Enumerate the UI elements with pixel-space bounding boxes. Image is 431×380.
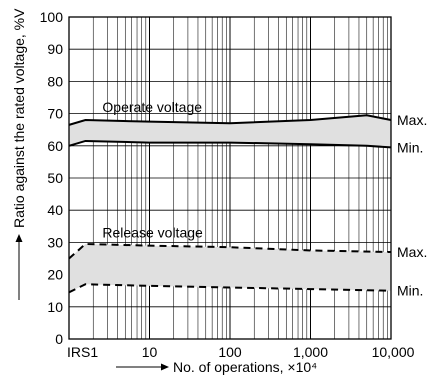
x-axis-label: No. of operations, ×10⁴ [173,359,317,375]
y-tick-label: 20 [47,267,63,283]
series-label-operate-min: Min. [397,139,423,155]
x-tick-labels: IRS1 10 100 1,000 10,000 [67,344,415,360]
x-axis-arrowhead [161,363,169,371]
y-tick-label: 60 [47,138,63,154]
y-tick-label: 80 [47,73,63,89]
y-axis-arrowhead [15,234,23,242]
y-tick-label: 30 [47,234,63,250]
series-lines [68,114,392,294]
y-axis-label-group: Ratio against the rated voltage, %V [11,8,27,228]
grid [69,17,391,339]
y-tick-label: 70 [47,106,63,122]
series-label-release-min: Min. [397,283,423,299]
series-labels: Max. Min. Max. Min. [397,112,427,299]
series-label-operate-max: Max. [397,112,427,128]
series-line-operate-min [68,139,392,149]
x-tick-label: 10,000 [372,344,415,360]
y-tick-labels: 0 10 20 30 40 50 60 70 80 90 100 [40,9,64,347]
x-tick-label: IRS1 [67,344,98,360]
bands [69,115,391,293]
series-line-operate-max [68,114,392,126]
x-tick-label: 1,000 [293,344,328,360]
y-tick-label: 90 [47,41,63,57]
plot-frame [68,16,392,340]
y-tick-label: 100 [40,9,64,25]
band-operate-voltage [69,115,391,148]
y-tick-label: 10 [47,299,63,315]
x-tick-label: 10 [142,344,158,360]
annotation-release-voltage: Release voltage [102,225,203,241]
annotation-operate-voltage: Operate voltage [102,99,202,115]
x-tick-label: 100 [218,344,242,360]
series-line-release-min [68,283,392,294]
series-label-release-max: Max. [397,244,427,260]
y-axis-label: Ratio against the rated voltage, %V [11,8,27,228]
band-release-voltage [69,244,391,293]
y-tick-label: 0 [55,331,63,347]
plot-border [68,16,392,340]
series-line-release-max [68,243,392,260]
y-tick-label: 50 [47,170,63,186]
y-tick-label: 40 [47,202,63,218]
